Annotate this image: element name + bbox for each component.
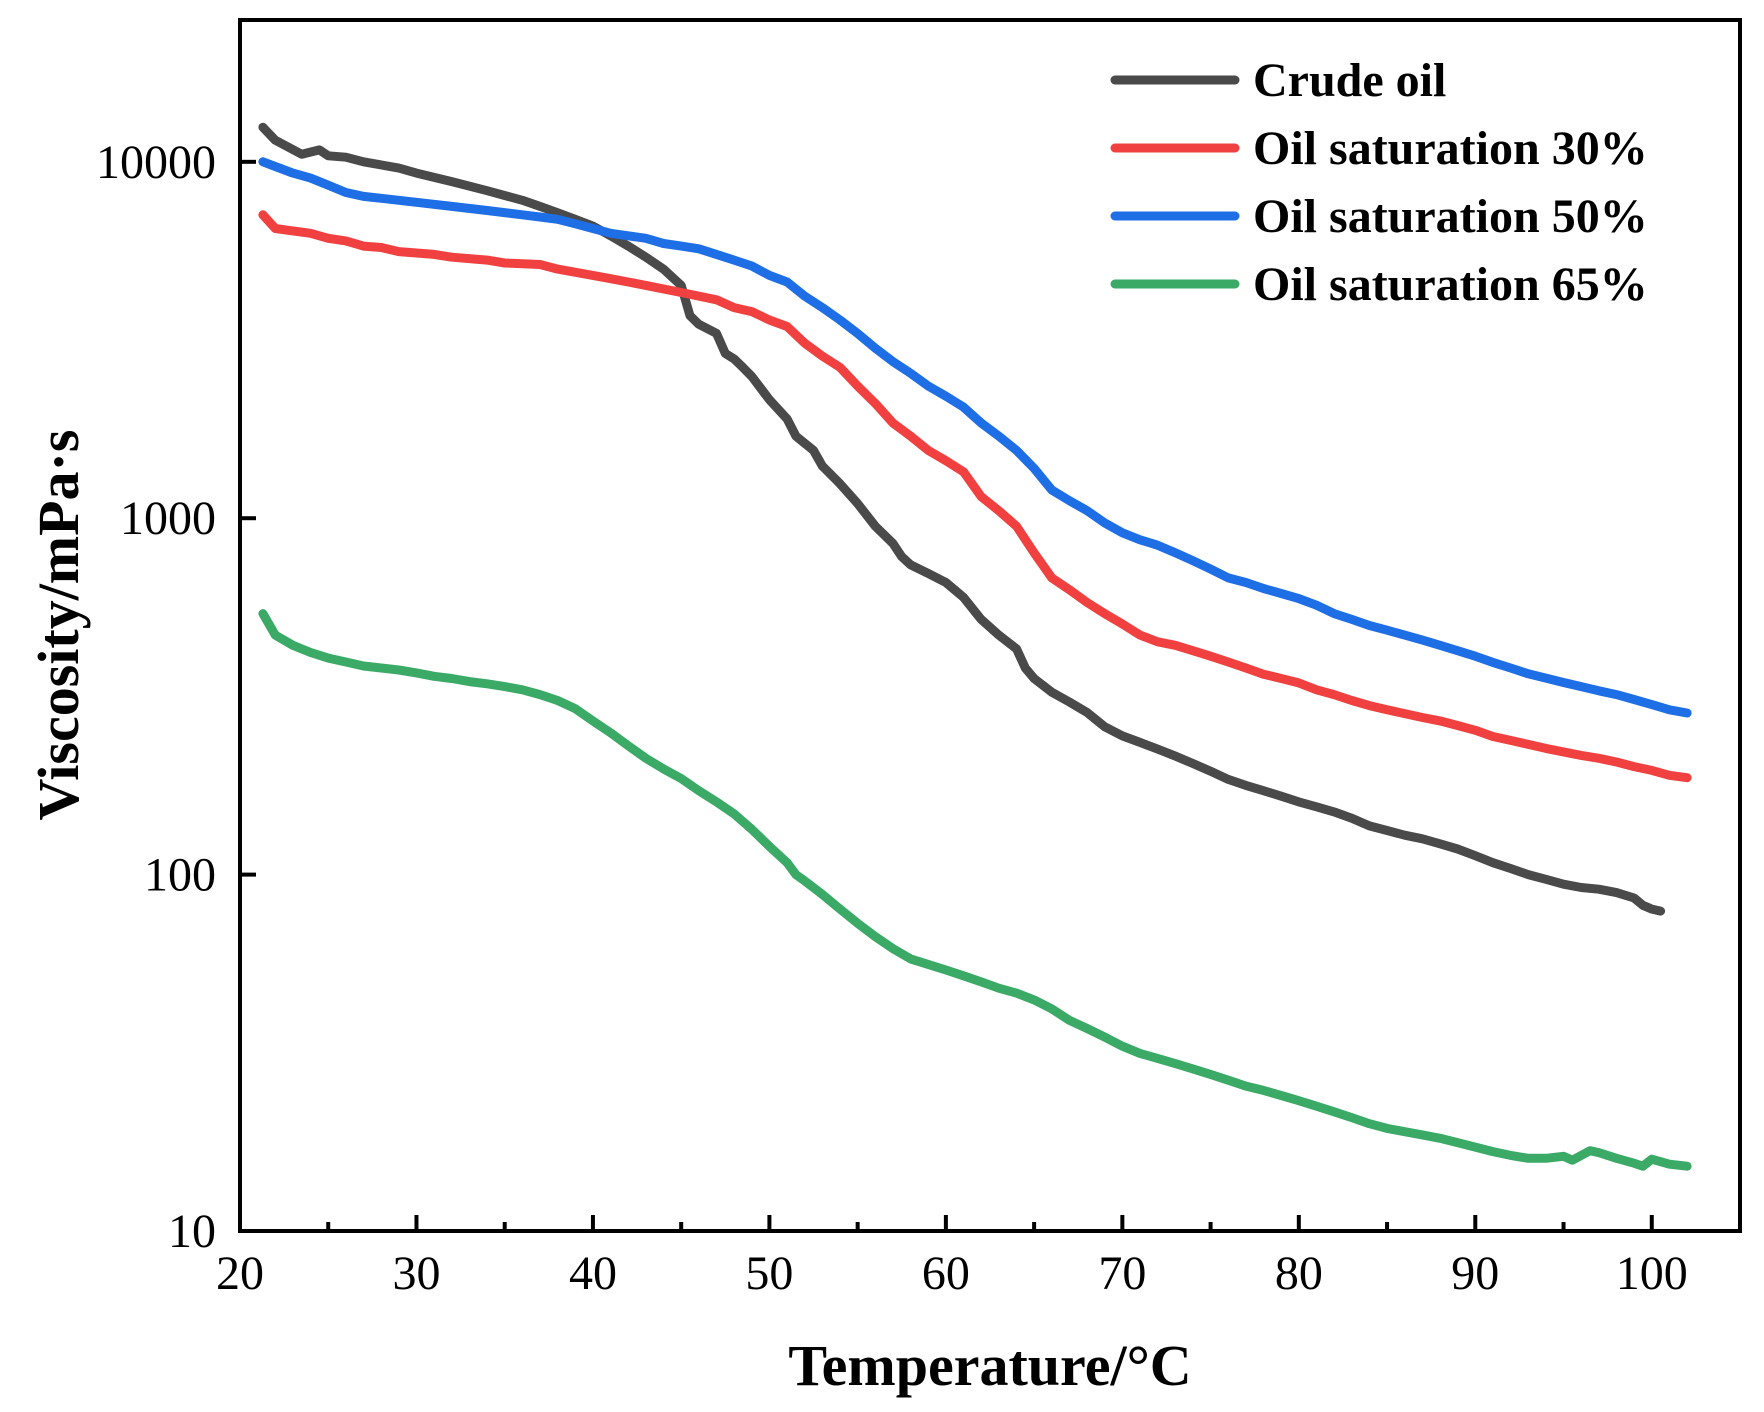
legend-label-2: Oil saturation 30% xyxy=(1253,122,1648,175)
x-tick-label: 50 xyxy=(745,1247,793,1300)
y-tick-label: 10 xyxy=(168,1205,216,1258)
x-tick-label: 100 xyxy=(1616,1247,1688,1300)
y-tick-label: 100 xyxy=(144,849,216,902)
ticks-layer: 20 30 40 50 60 70 80 90 100 10 100 1000 10000 xyxy=(96,136,1688,1300)
x-axis-title: Temperature/°C xyxy=(788,1333,1191,1398)
plot-frame xyxy=(238,18,1742,1233)
series-line-1 xyxy=(258,122,1666,916)
x-tick-label: 40 xyxy=(569,1247,617,1300)
x-tick-label: 70 xyxy=(1098,1247,1146,1300)
legend-label-3: Oil saturation 50% xyxy=(1253,190,1648,243)
y-axis-title: Viscosity/mPa·s xyxy=(26,430,91,821)
legend-label-1: Crude oil xyxy=(1253,54,1446,107)
series-line-3 xyxy=(258,157,1692,718)
series-layer xyxy=(258,122,1692,1171)
legend: Crude oil Oil saturation 30% Oil saturatio… xyxy=(1110,54,1648,311)
series-line-4 xyxy=(258,609,1692,1171)
x-tick-label: 20 xyxy=(216,1247,264,1300)
x-tick-label: 60 xyxy=(922,1247,970,1300)
x-tick-label: 90 xyxy=(1451,1247,1499,1300)
y-tick-label: 1000 xyxy=(120,492,216,545)
x-tick-label: 30 xyxy=(392,1247,440,1300)
y-tick-label: 10000 xyxy=(96,136,216,189)
legend-label-4: Oil saturation 65% xyxy=(1253,258,1648,311)
x-tick-label: 80 xyxy=(1275,1247,1323,1300)
series-line-2 xyxy=(258,210,1692,783)
